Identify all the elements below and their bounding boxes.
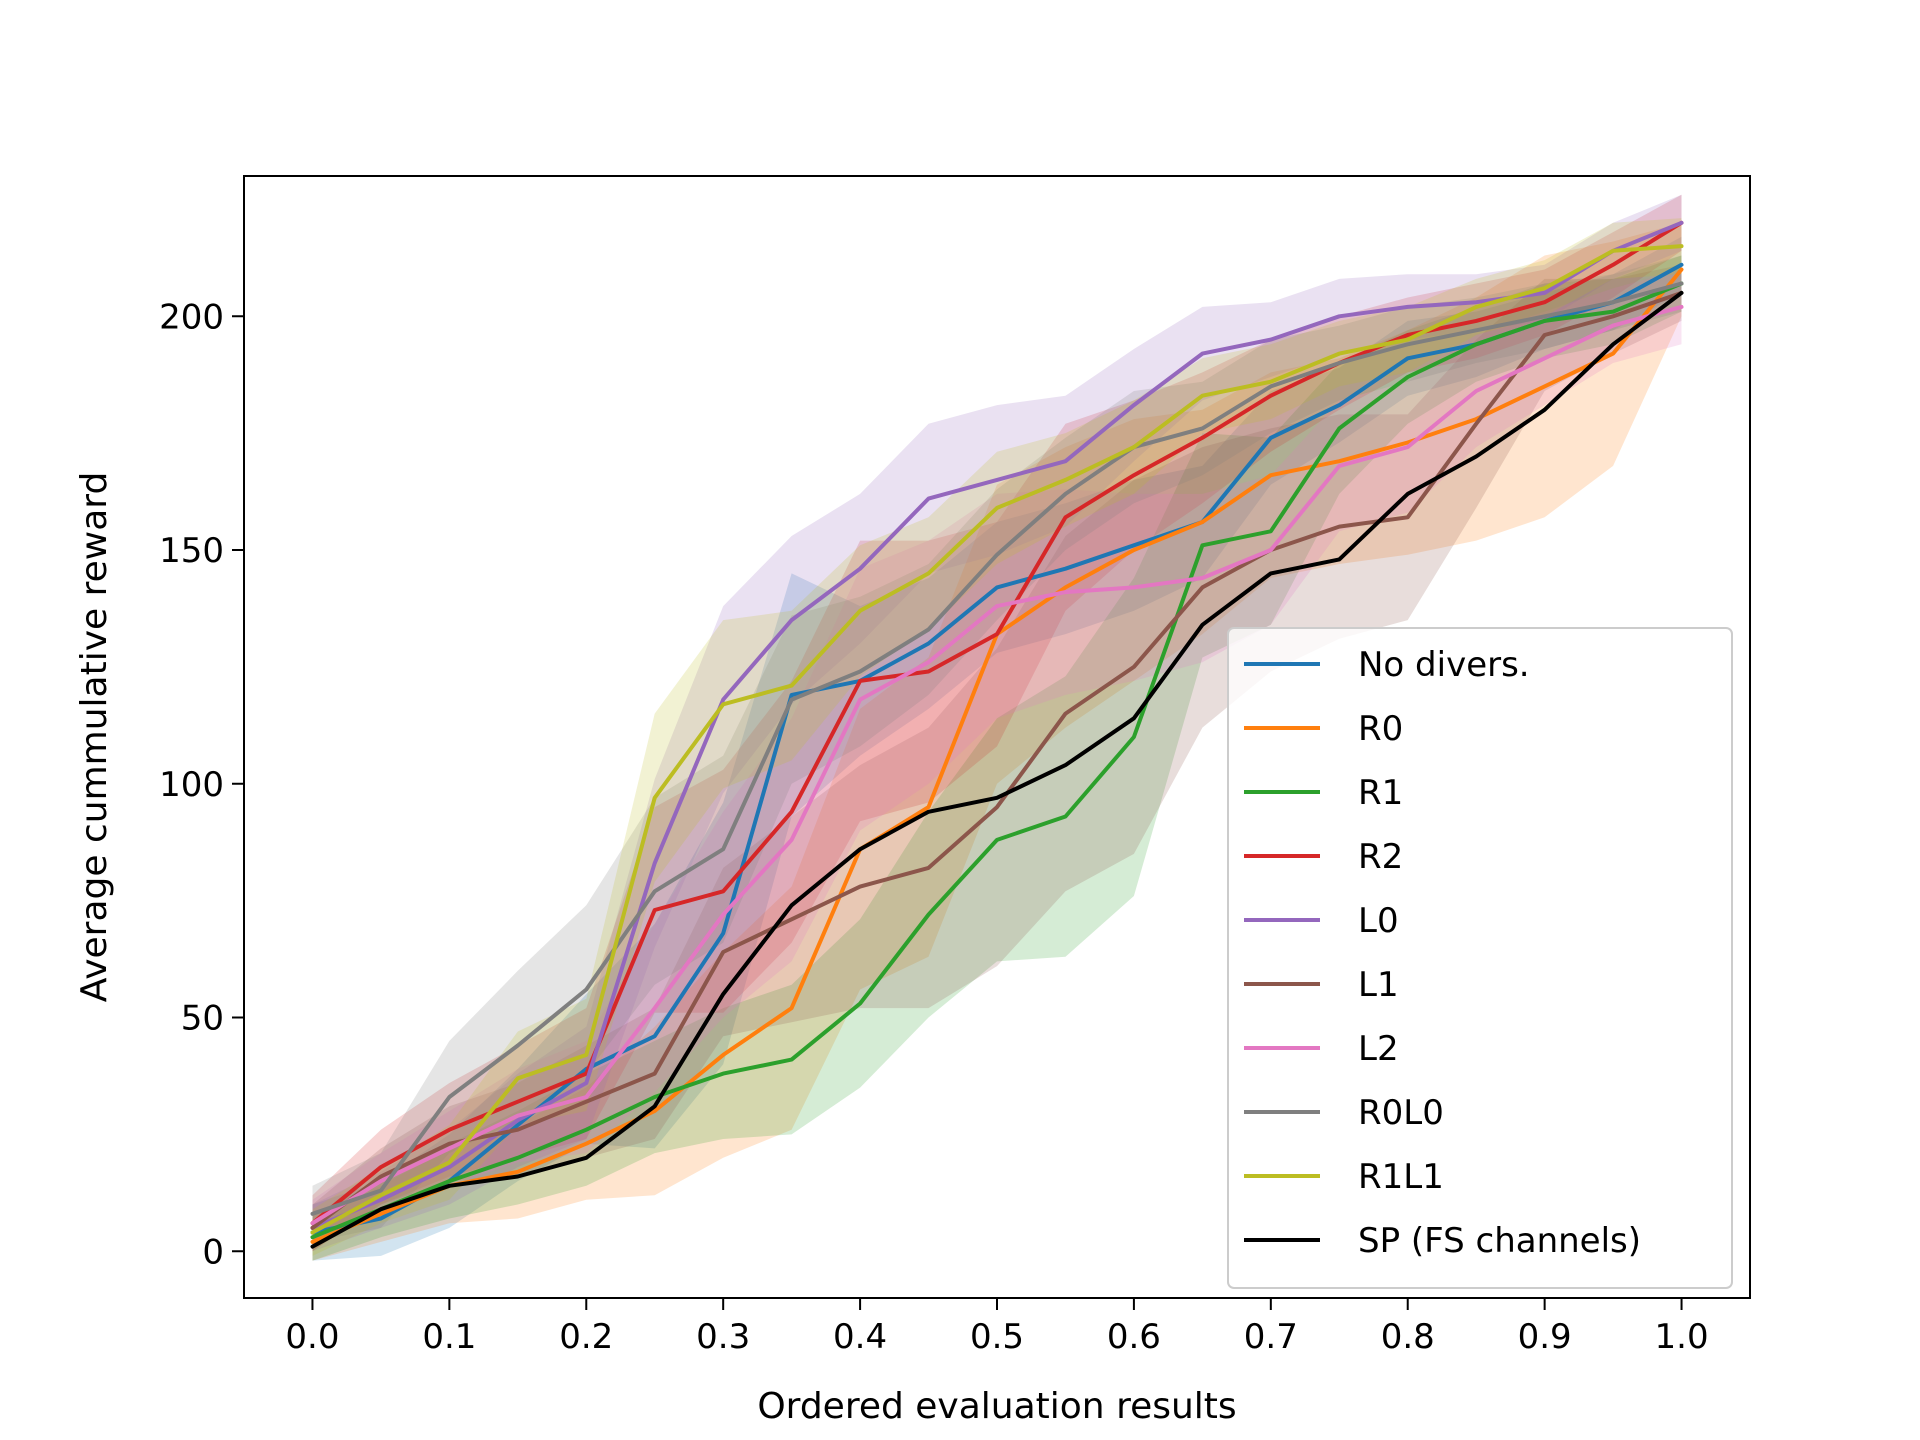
line-r1 (310, 281, 1684, 1240)
legend-label-r0l0: R0L0 (1358, 1093, 1444, 1133)
x-tick-label: 0.7 (1244, 1317, 1298, 1357)
legend-label-r2: R2 (1358, 837, 1403, 877)
legend-label-r1l1: R1L1 (1358, 1157, 1444, 1197)
band-r1l1 (312, 218, 1682, 1256)
series-lines (310, 220, 1684, 1249)
x-tick-label: 0.1 (422, 1317, 476, 1357)
y-tick-label: 200 (159, 297, 224, 337)
x-tick-label: 0.5 (970, 1317, 1024, 1357)
legend-label-r1: R1 (1358, 773, 1403, 813)
x-tick-label: 0.3 (696, 1317, 750, 1357)
line-l1 (310, 290, 1684, 1230)
legend-label-l0: L0 (1358, 901, 1399, 941)
line-l2 (310, 304, 1684, 1226)
legend-box (1227, 627, 1733, 1289)
y-axis-ticks: 0 50 100 150 200 (159, 297, 244, 1272)
x-axis-label: Ordered evaluation results (757, 1386, 1236, 1427)
line-r2 (310, 220, 1684, 1226)
line-sp-fs-channels (310, 290, 1684, 1249)
x-tick-label: 0.2 (559, 1317, 613, 1357)
x-tick-label: 0.4 (833, 1317, 887, 1357)
band-r0 (312, 222, 1682, 1261)
legend-label-l1: L1 (1358, 965, 1399, 1005)
y-tick-label: 100 (159, 765, 224, 805)
legend-label-sp-fs-channels: SP (FS channels) (1358, 1221, 1641, 1261)
line-r1l1 (310, 244, 1684, 1235)
x-tick-label: 0.0 (285, 1317, 339, 1357)
y-tick-label: 50 (181, 999, 224, 1039)
legend-label-l2: L2 (1358, 1029, 1399, 1069)
line-r0l0 (310, 281, 1684, 1216)
x-tick-label: 0.6 (1107, 1317, 1161, 1357)
x-tick-label: 0.8 (1381, 1317, 1435, 1357)
y-tick-label: 0 (202, 1232, 224, 1272)
band-r1 (312, 255, 1682, 1261)
x-axis-ticks: 0.0 0.1 0.2 0.3 0.4 0.5 0.6 0.7 0.8 0.9 1.0 (285, 1298, 1709, 1357)
legend-label-r0: R0 (1358, 709, 1403, 749)
band-r2 (312, 194, 1682, 1252)
y-axis-label: Average cummulative reward (74, 472, 115, 1003)
band-l2 (312, 269, 1682, 1247)
band-l1 (312, 264, 1682, 1252)
y-tick-label: 150 (159, 531, 224, 571)
legend: No divers. R0 R1 R2 L0 L1 L2 R0L0 R1L1 SP (FS cha… (1227, 627, 1733, 1289)
legend-label-no-divers: No divers. (1358, 645, 1530, 685)
x-tick-label: 1.0 (1655, 1317, 1709, 1357)
x-tick-label: 0.9 (1518, 1317, 1572, 1357)
